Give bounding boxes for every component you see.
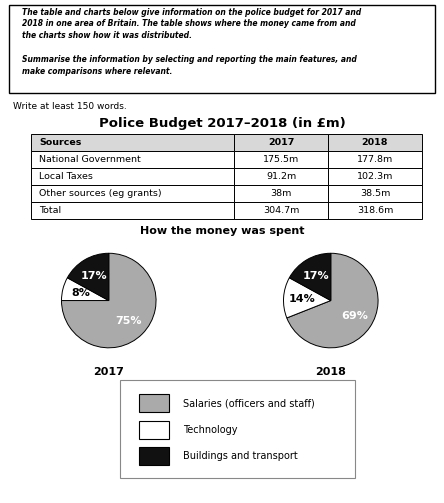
Bar [328,151,422,168]
Bar [328,202,422,219]
Text: 17%: 17% [303,271,329,281]
Text: Total: Total [39,206,61,215]
Bar [328,168,422,185]
Text: Write at least 150 words.: Write at least 150 words. [13,102,127,111]
Text: Salaries (officers and staff): Salaries (officers and staff) [183,398,315,408]
Bar [139,448,169,465]
Text: 2017: 2017 [93,367,124,377]
Text: 8%: 8% [72,289,91,298]
Wedge shape [62,254,156,348]
Bar [234,134,328,151]
Wedge shape [284,278,331,318]
Text: Technology: Technology [183,425,238,435]
Text: Police Budget 2017–2018 (in £m): Police Budget 2017–2018 (in £m) [99,117,345,130]
Bar [328,134,422,151]
Bar [234,168,328,185]
Bar [234,185,328,202]
Bar [328,185,422,202]
Bar [139,394,169,412]
Wedge shape [62,278,109,301]
Text: 38m: 38m [270,189,292,198]
Text: 14%: 14% [289,294,316,304]
Wedge shape [67,254,109,301]
Text: National Government: National Government [39,155,141,164]
Wedge shape [289,254,331,301]
Bar [234,202,328,219]
Bar [31,202,234,219]
Text: 177.8m: 177.8m [357,155,393,164]
Text: Sources: Sources [39,138,81,147]
Text: How the money was spent: How the money was spent [140,226,304,236]
Bar [234,151,328,168]
Text: The table and charts below give information on the police budget for 2017 and
20: The table and charts below give informat… [22,8,361,75]
Text: 318.6m: 318.6m [357,206,393,215]
Text: 102.3m: 102.3m [357,172,393,181]
Text: 2017: 2017 [268,138,294,147]
Bar [31,151,234,168]
Text: 2018: 2018 [362,138,388,147]
Bar [31,134,234,151]
Text: Other sources (eg grants): Other sources (eg grants) [39,189,162,198]
Text: 69%: 69% [341,311,368,321]
Text: Buildings and transport: Buildings and transport [183,451,298,461]
Text: 91.2m: 91.2m [266,172,296,181]
Bar [31,185,234,202]
Text: 38.5m: 38.5m [360,189,390,198]
Text: 2018: 2018 [315,367,346,377]
Bar [139,421,169,439]
Text: 75%: 75% [115,315,142,325]
Text: 175.5m: 175.5m [263,155,299,164]
Text: 17%: 17% [81,271,107,281]
Text: Local Taxes: Local Taxes [39,172,93,181]
Wedge shape [287,254,378,348]
Text: 304.7m: 304.7m [263,206,299,215]
Bar [31,168,234,185]
